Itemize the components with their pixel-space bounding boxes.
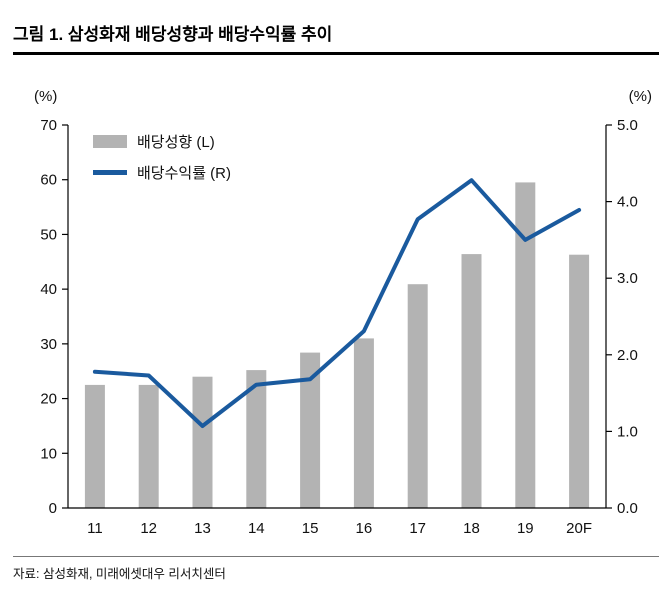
payout-bar <box>353 338 374 508</box>
chart-legend: 배당성향 (L) 배당수익률 (R) <box>93 129 231 184</box>
right-tick-label: 4.0 <box>617 194 638 211</box>
x-category-label: 12 <box>140 520 157 537</box>
header-divider <box>13 52 659 55</box>
legend-label-yield: 배당수익률 (R) <box>137 164 231 182</box>
payout-bar <box>407 284 428 508</box>
left-tick-label: 30 <box>40 336 57 353</box>
legend-item-yield: 배당수익률 (R) <box>93 160 231 184</box>
left-tick-label: 60 <box>40 172 57 189</box>
x-category-label: 17 <box>409 520 426 537</box>
left-tick-label: 50 <box>40 226 57 243</box>
left-tick-label: 10 <box>40 445 57 462</box>
left-axis-unit-label: (%) <box>34 88 58 105</box>
payout-bar <box>192 376 213 508</box>
left-tick-label: 20 <box>40 391 57 408</box>
figure-header: 그림 1. 삼성화재 배당성향과 배당수익률 추이 <box>13 20 659 45</box>
right-tick-label: 1.0 <box>617 423 638 440</box>
x-category-label: 16 <box>356 520 373 537</box>
payout-bar <box>461 254 482 508</box>
right-tick-label: 2.0 <box>617 347 638 364</box>
footer-divider <box>13 556 659 557</box>
payout-bar-swatch <box>93 134 127 148</box>
x-category-label: 13 <box>194 520 211 537</box>
right-tick-label: 5.0 <box>617 117 638 134</box>
figure-title: 그림 1. 삼성화재 배당성향과 배당수익률 추이 <box>13 25 333 44</box>
payout-bar <box>246 370 267 508</box>
payout-bar <box>515 182 536 508</box>
right-axis-unit-label: (%) <box>628 88 652 105</box>
right-tick-label: 3.0 <box>617 270 638 287</box>
source-note: 자료: 삼성화재, 미래에셋대우 리서치센터 <box>13 567 226 581</box>
yield-line-swatch <box>93 169 127 175</box>
right-tick-label: 0.0 <box>617 500 638 517</box>
left-tick-label: 40 <box>40 281 57 298</box>
payout-bar <box>300 352 321 508</box>
legend-item-payout: 배당성향 (L) <box>93 129 231 153</box>
x-category-label: 15 <box>302 520 319 537</box>
x-category-label: 11 <box>87 520 103 537</box>
yield-line <box>92 178 582 428</box>
legend-label-payout: 배당성향 (L) <box>137 133 215 151</box>
left-tick-label: 0 <box>49 500 57 517</box>
payout-bar <box>138 384 159 508</box>
x-category-label: 19 <box>517 520 534 537</box>
x-category-label: 14 <box>248 520 265 537</box>
left-tick-label: 70 <box>40 117 57 134</box>
payout-bar <box>569 254 590 508</box>
x-category-label: 18 <box>463 520 480 537</box>
x-category-label: 20F <box>566 520 592 537</box>
payout-bar <box>84 384 105 508</box>
